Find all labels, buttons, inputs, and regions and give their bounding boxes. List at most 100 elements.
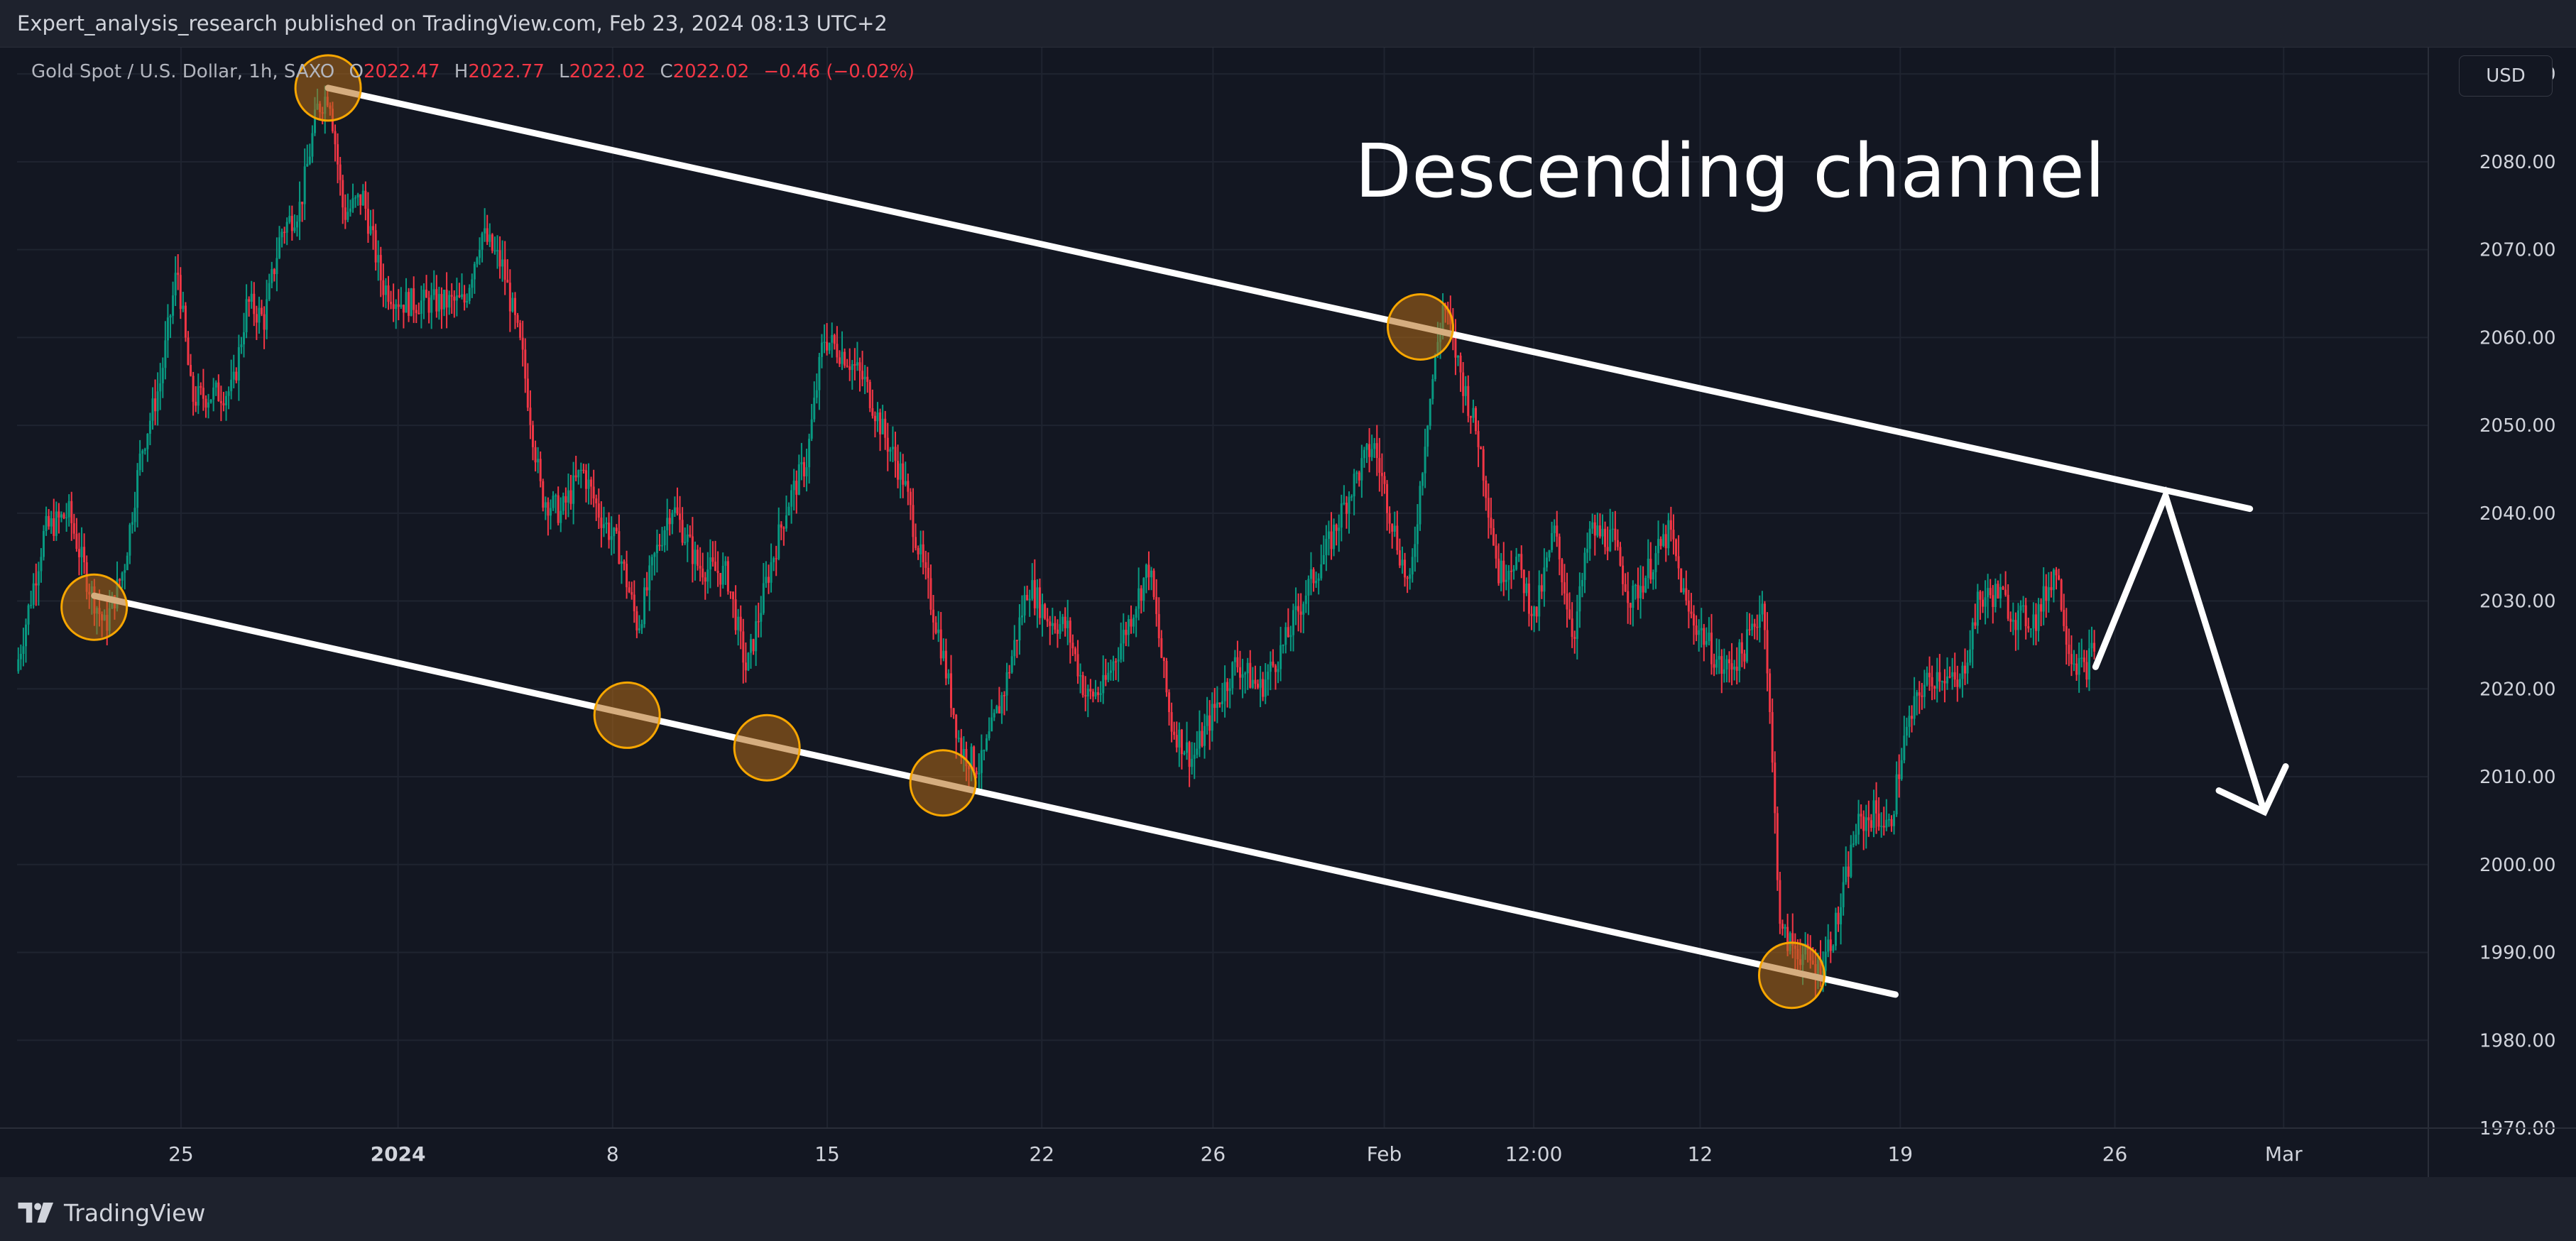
candle-body [1013, 640, 1016, 657]
candle-body [2087, 648, 2090, 680]
candle-body [1614, 528, 1617, 540]
candle-body [432, 289, 435, 295]
candle-body [574, 475, 577, 478]
candle-body [440, 294, 443, 310]
candle-body [240, 344, 243, 348]
annotation-text[interactable]: Descending channel [1355, 128, 2105, 214]
candle-body [1921, 695, 1923, 697]
candle-body [1254, 679, 1257, 684]
candle-body [1827, 939, 1830, 952]
candle-body [133, 508, 136, 523]
price-chart[interactable]: 1970.001980.001990.002000.002010.002020.… [0, 48, 2576, 1178]
candle-body [2034, 614, 2037, 631]
candle-body [871, 408, 874, 416]
candle-body [1140, 588, 1142, 601]
candle-body [1735, 667, 1738, 671]
candle-body [1561, 559, 1563, 583]
candle-body [1084, 695, 1087, 697]
candle-body [1041, 604, 1044, 618]
candle-body [699, 565, 702, 569]
candle-body [1527, 583, 1530, 614]
candle-body [1745, 629, 1748, 662]
candle-body [537, 459, 540, 463]
candle-body [1588, 528, 1591, 550]
candle-body [1064, 616, 1066, 628]
tradingview-logo[interactable]: TradingView [17, 1198, 205, 1227]
candle-body [1905, 726, 1908, 736]
candle-body [1971, 622, 1974, 650]
candle-body [1386, 483, 1389, 513]
candle-body [560, 510, 562, 523]
candle-body [1044, 604, 1047, 619]
candle-body [1548, 550, 1551, 558]
candle-body [1657, 539, 1660, 554]
candle-body [1015, 640, 1018, 642]
candle-body [369, 226, 372, 234]
candle-body [306, 163, 309, 167]
candle-body [1487, 498, 1490, 518]
candle-body [1926, 672, 1928, 685]
candle-body [1860, 814, 1862, 817]
candle-body [1355, 472, 1358, 474]
candle-body [919, 544, 922, 554]
candle-body [899, 463, 902, 480]
candle-body [2032, 614, 2035, 629]
candle-body [1142, 578, 1145, 601]
candle-body [995, 706, 998, 714]
candle-body [1038, 587, 1041, 618]
candle-body [1419, 486, 1421, 525]
candle-body [1251, 679, 1254, 688]
candle-body [841, 351, 844, 364]
channel-drawings[interactable] [60, 54, 2289, 1010]
candle-body [126, 555, 129, 571]
candle-body [597, 503, 600, 518]
candle-body [1994, 584, 1997, 607]
candle-body [620, 561, 623, 564]
upper-channel-line [324, 84, 2254, 513]
candle-body [243, 332, 246, 345]
candle-body [1112, 661, 1115, 671]
candle-body [613, 527, 616, 537]
candle-body [1099, 693, 1102, 695]
candle-body [141, 450, 144, 454]
candle-body [1036, 587, 1039, 608]
candle-body [402, 305, 405, 313]
candle-body [552, 496, 555, 508]
candle-body [1020, 615, 1023, 618]
candle-body [1434, 354, 1436, 379]
candle-body [1170, 712, 1173, 732]
candle-body [529, 408, 532, 425]
candle-body [65, 517, 68, 519]
candle-body [697, 550, 699, 566]
candle-body [1751, 623, 1754, 630]
candle-body [1900, 760, 1903, 780]
candle-body [1091, 691, 1094, 697]
candle-body [1335, 525, 1338, 531]
candle-body [1530, 613, 1533, 616]
candle-body [939, 629, 942, 659]
currency-button[interactable]: USD [2459, 55, 2553, 97]
candle-body [138, 453, 141, 471]
candle-body [1094, 692, 1097, 697]
candle-body [1918, 692, 1921, 696]
candle-body [917, 547, 919, 554]
candle-body [1598, 525, 1601, 537]
candle-body [521, 337, 524, 350]
candle-body [1502, 560, 1505, 582]
candle-body [1391, 523, 1394, 532]
candle-body [422, 290, 425, 301]
candle-body [486, 228, 489, 242]
candle-body [1774, 762, 1777, 814]
candle-body [77, 549, 80, 557]
candle-body [1606, 547, 1609, 552]
chart-panel[interactable]: 1970.00 1980.00 1990.00 2000.00 2010.00 2020.… [0, 47, 2576, 1179]
candle-body [161, 368, 164, 383]
candle-body [815, 390, 818, 398]
candle-body [861, 371, 864, 380]
candle-body [658, 545, 661, 547]
candle-body [2070, 654, 2073, 665]
candle-body [569, 490, 572, 504]
candle-body [479, 249, 481, 258]
candle-body [952, 708, 955, 715]
candle-body [1480, 447, 1483, 449]
